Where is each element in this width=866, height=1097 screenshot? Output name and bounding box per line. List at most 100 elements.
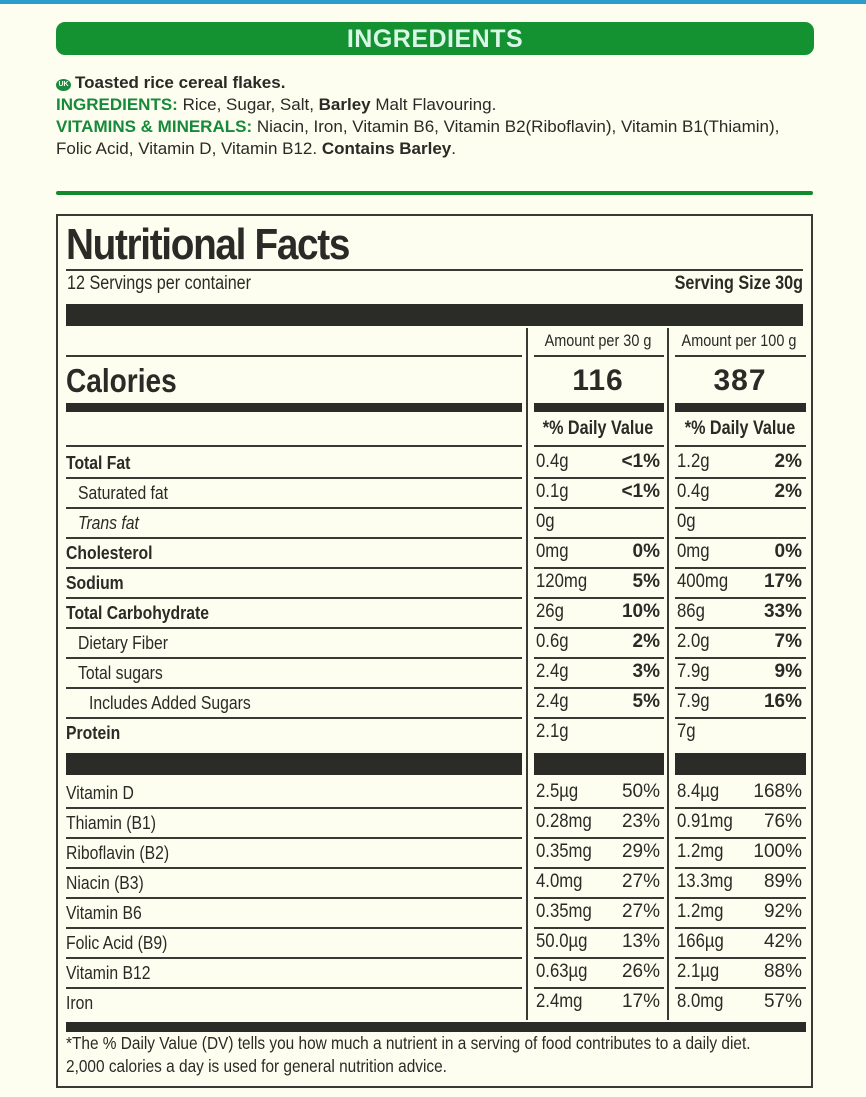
amount-per-100g: 2.1µg — [677, 961, 720, 982]
dv-per-100g: 2% — [774, 451, 802, 472]
allergen-statement: Contains Barley — [321, 139, 452, 158]
footer-thick-bar — [66, 1022, 806, 1032]
nutrient-label: Total Carbohydrate — [66, 602, 209, 623]
amount-per-100g: 13.3mg — [677, 871, 733, 892]
dv-per-100g: 33% — [763, 601, 802, 622]
dv-per-100g: 16% — [763, 691, 802, 712]
amount-per-serving: 0.35mg — [536, 901, 592, 922]
nutrient-row-saturated-fat: Saturated fat 0.1g <1% 0.4g 2% — [58, 478, 811, 509]
serving-size: Serving Size 30g — [674, 273, 803, 294]
amount-per-100g: 7g — [677, 721, 696, 742]
nutrient-row-added-sugars: Includes Added Sugars 2.4g 5% 7.9g 16% — [58, 688, 811, 719]
ingredients-text-end: Malt Flavouring. — [370, 95, 497, 114]
nutrition-title: Nutritional Facts — [66, 220, 350, 269]
amount-per-serving: 4.0mg — [536, 871, 583, 892]
vitamin-label: Vitamin B12 — [66, 962, 151, 983]
amount-per-serving: 2.4g — [536, 661, 569, 682]
amount-per-serving: 2.4g — [536, 691, 569, 712]
nutrient-label: Saturated fat — [78, 482, 169, 503]
amount-per-100g: 0.4g — [677, 481, 710, 502]
vitamin-label: Iron — [66, 992, 94, 1013]
col2-header: Amount per 100 g — [681, 331, 797, 350]
amount-per-serving: 0mg — [536, 541, 569, 562]
amount-per-serving: 2.5µg — [536, 781, 579, 802]
vitamin-label: Vitamin B6 — [66, 902, 142, 923]
dv-per-serving: 29% — [621, 841, 660, 862]
nutrient-label: Total Fat — [66, 452, 131, 473]
vitamins-line: VITAMINS & MINERALS: Niacin, Iron, Vitam… — [56, 116, 816, 138]
nutrient-row-dietary-fiber: Dietary Fiber 0.6g 2% 2.0g 7% — [58, 628, 811, 659]
amount-per-100g: 1.2g — [677, 451, 710, 472]
dv-per-100g: 57% — [763, 991, 802, 1012]
vitamin-row-vitamin-d: Vitamin D 2.5µg 50% 8.4µg 168% — [58, 778, 811, 809]
dv-per-100g: 2% — [774, 481, 802, 502]
amount-per-serving: 0.1g — [536, 481, 569, 502]
servings-per-container: 12 Servings per container — [67, 273, 252, 294]
dv-header-col2: *% Daily Value — [684, 418, 796, 439]
rule — [675, 355, 806, 357]
vitamin-row-riboflavin: Riboflavin (B2) 0.35mg 29% 1.2mg 100% — [58, 838, 811, 869]
ingredients-header: INGREDIENTS — [56, 22, 814, 55]
col1-header: Amount per 30 g — [544, 331, 652, 350]
amount-per-serving: 0.4g — [536, 451, 569, 472]
dv-per-serving: 3% — [632, 661, 660, 682]
dv-per-serving: 10% — [621, 601, 660, 622]
amount-per-serving: 2.4mg — [536, 991, 583, 1012]
dv-per-100g: 168% — [753, 781, 802, 802]
vitamin-label: Riboflavin (B2) — [66, 842, 170, 863]
nutrient-row-total-carbohydrate: Total Carbohydrate 26g 10% 86g 33% — [58, 598, 811, 629]
calories-label: Calories — [66, 362, 177, 399]
ingredients-label: INGREDIENTS: — [56, 95, 178, 114]
vitamins-label: VITAMINS & MINERALS: — [56, 117, 253, 136]
vitamins-text: Niacin, Iron, Vitamin B6, Vitamin B2(Rib… — [256, 117, 780, 136]
nutrient-row-protein: Protein 2.1g 7g — [58, 718, 811, 748]
allergen-period: . — [451, 139, 456, 158]
vitamin-row-folic-acid: Folic Acid (B9) 50.0µg 13% 166µg 42% — [58, 928, 811, 959]
nutrient-label: Dietary Fiber — [78, 632, 169, 653]
dv-per-100g: 7% — [774, 631, 802, 652]
nutrient-label: Total sugars — [78, 662, 163, 683]
amount-per-serving: 0.6g — [536, 631, 569, 652]
title-rule — [66, 269, 803, 271]
amount-per-100g: 8.4µg — [677, 781, 720, 802]
dv-per-serving: <1% — [621, 451, 660, 472]
dv-per-100g: 9% — [774, 661, 802, 682]
dv-per-100g: 17% — [763, 571, 802, 592]
nutrient-label: Includes Added Sugars — [89, 692, 251, 713]
vitamin-label: Folic Acid (B9) — [66, 932, 168, 953]
nutrient-label: Cholesterol — [66, 542, 153, 563]
amount-per-100g: 1.2mg — [677, 841, 724, 862]
amount-per-100g: 400mg — [677, 571, 729, 592]
daily-value-footnote: *The % Daily Value (DV) tells you how mu… — [66, 1032, 805, 1078]
section-divider — [56, 191, 813, 195]
footnote-line-1: *The % Daily Value (DV) tells you how mu… — [66, 1033, 751, 1053]
dv-per-serving: 27% — [621, 871, 660, 892]
dv-per-100g: 0% — [774, 541, 802, 562]
amount-per-100g: 86g — [677, 601, 705, 622]
vitamins-thick-bar — [675, 753, 806, 775]
nutrient-row-cholesterol: Cholesterol 0mg 0% 0mg 0% — [58, 538, 811, 569]
dv-per-serving: 13% — [621, 931, 660, 952]
ingredients-block: UK Toasted rice cereal flakes. INGREDIENT… — [56, 72, 816, 160]
amount-per-serving: 120mg — [536, 571, 588, 592]
amount-per-serving: 0g — [536, 511, 555, 532]
product-description: Toasted rice cereal flakes. — [75, 73, 286, 92]
amount-per-100g: 166µg — [677, 931, 724, 952]
dv-per-serving: 50% — [621, 781, 660, 802]
nutrient-row-sodium: Sodium 120mg 5% 400mg 17% — [58, 568, 811, 599]
vitamin-row-vitamin-b6: Vitamin B6 0.35mg 27% 1.2mg 92% — [58, 898, 811, 929]
ingredients-line: INGREDIENTS: Rice, Sugar, Salt, Barley M… — [56, 94, 816, 116]
vitamins-thick-bar — [66, 753, 522, 775]
nutrient-label: Sodium — [66, 572, 124, 593]
amount-per-serving: 0.63µg — [536, 961, 588, 982]
dv-per-serving: 2% — [632, 631, 660, 652]
dv-per-serving: 5% — [632, 571, 660, 592]
vitamin-row-iron: Iron 2.4mg 17% 8.0mg 57% — [58, 988, 811, 1018]
vitamins-thick-bar — [534, 753, 664, 775]
dv-per-serving: 23% — [621, 811, 660, 832]
vitamin-label: Vitamin D — [66, 782, 134, 803]
rule — [534, 445, 664, 447]
nutrition-facts-panel: Nutritional Facts 12 Servings per contai… — [56, 214, 813, 1088]
amount-per-100g: 8.0mg — [677, 991, 724, 1012]
amount-per-serving: 2.1g — [536, 721, 569, 742]
